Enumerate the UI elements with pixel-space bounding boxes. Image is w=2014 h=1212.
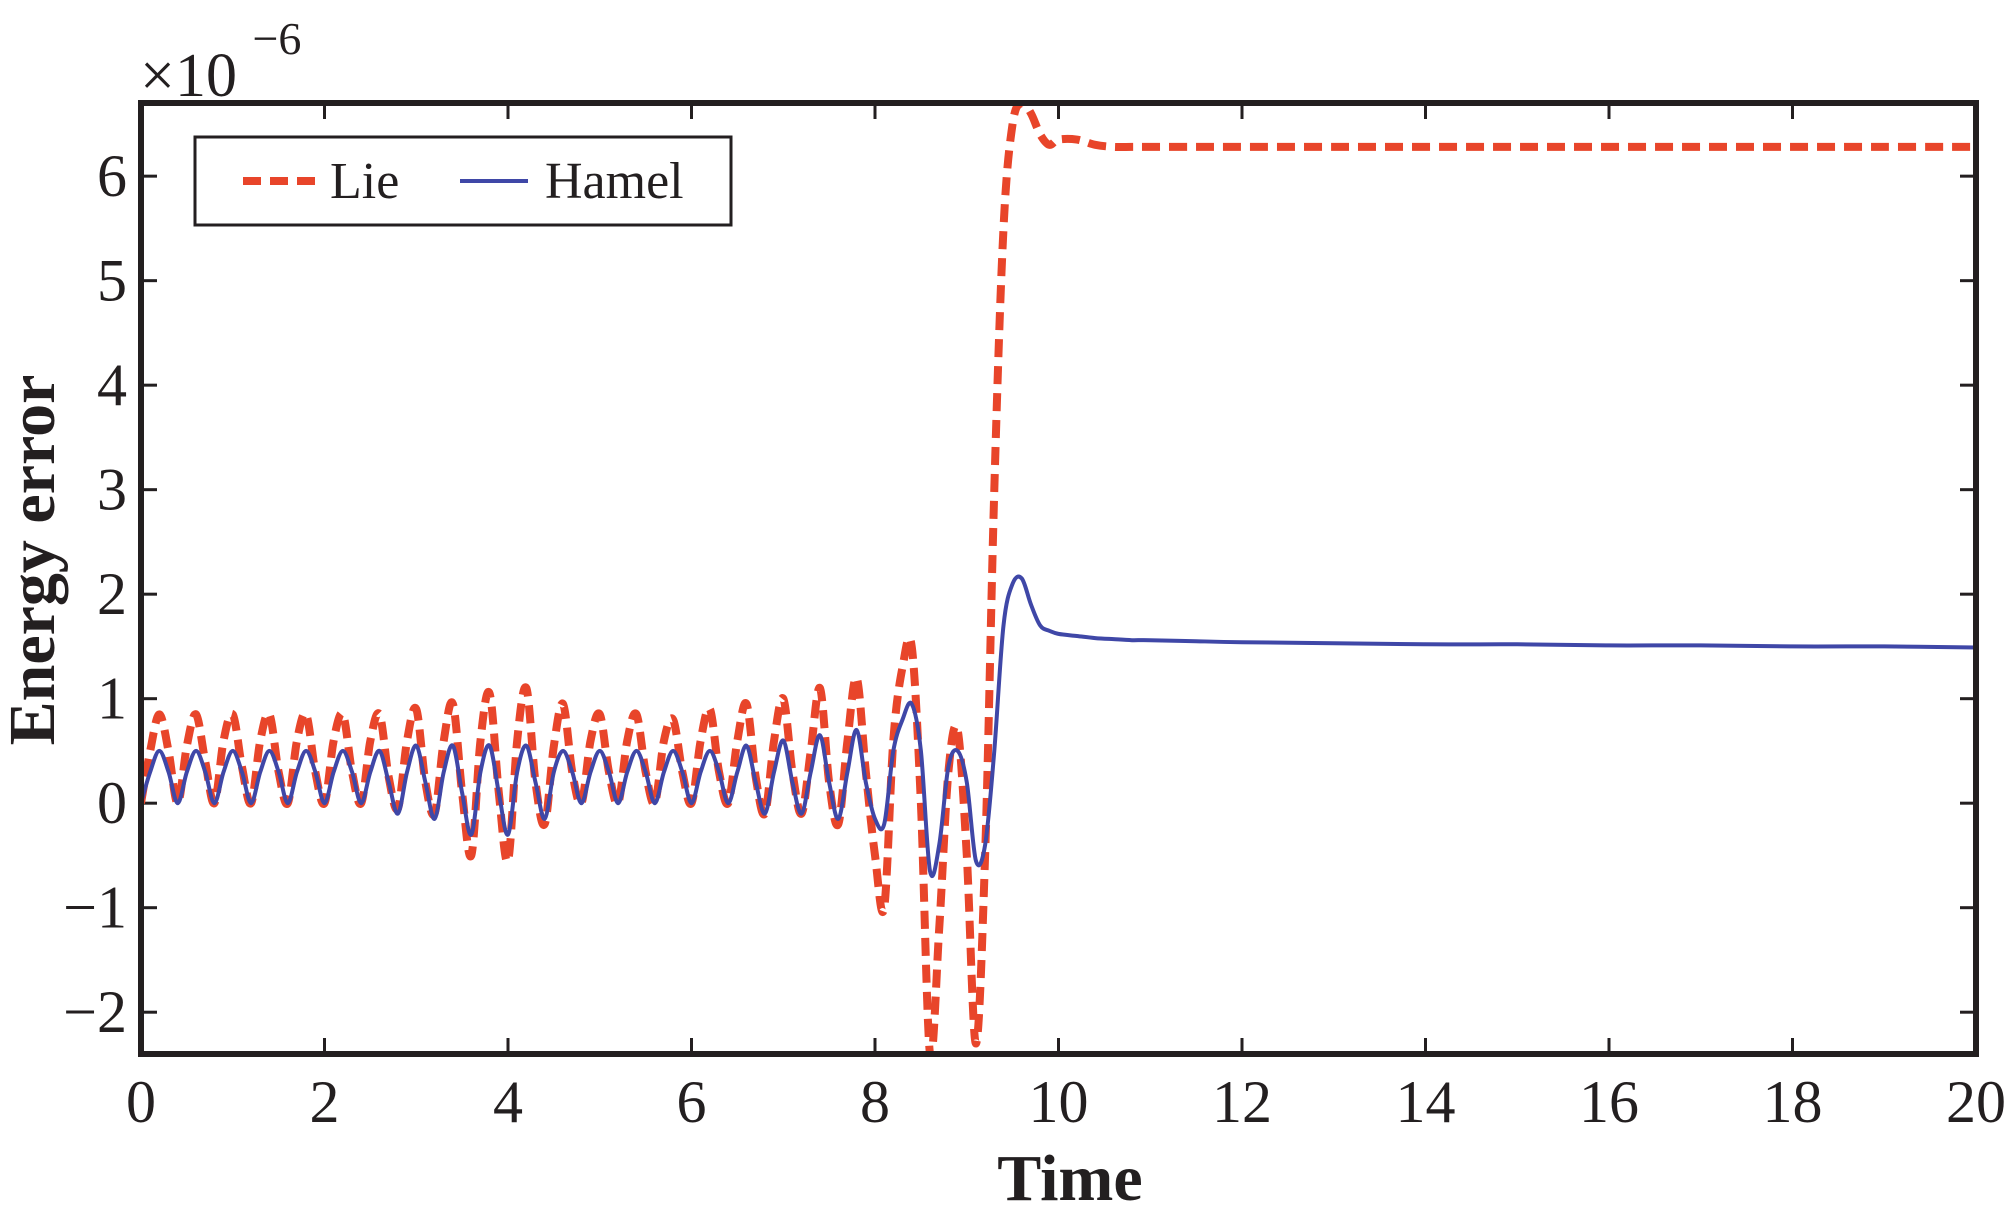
y-multiplier-exponent: −6 [252, 13, 301, 64]
legend: Lie Hamel [193, 135, 733, 227]
axis-ticks [139, 103, 1978, 1054]
x-tick-label: 12 [1212, 1069, 1272, 1135]
legend-label-lie: Lie [330, 153, 399, 210]
plot-frame [138, 100, 1979, 1057]
y-tick-label: 6 [97, 143, 127, 209]
data-series [141, 103, 1976, 1054]
x-tick-label: 0 [126, 1069, 156, 1135]
y-axis-multiplier: ×10 −6 [140, 13, 301, 110]
x-tick-label: 10 [1029, 1069, 1089, 1135]
y-tick-label: 2 [97, 561, 127, 627]
y-tick-label: −1 [63, 875, 127, 941]
x-tick-label: 4 [493, 1069, 523, 1135]
legend-label-hamel: Hamel [545, 153, 684, 210]
x-tick-label: 20 [1946, 1069, 2006, 1135]
x-tick-label: 2 [310, 1069, 340, 1135]
y-tick-label: 3 [97, 457, 127, 523]
series-line-lie [141, 103, 1976, 1054]
y-tick-label: 0 [97, 770, 127, 836]
x-tick-label: 18 [1763, 1069, 1823, 1135]
y-tick-label: 5 [97, 248, 127, 314]
x-tick-label: 16 [1579, 1069, 1639, 1135]
series-line-hamel [141, 574, 1976, 879]
x-axis-title: Time [997, 1142, 1142, 1212]
y-tick-label: −2 [63, 979, 127, 1045]
y-tick-label: 4 [97, 352, 127, 418]
y-multiplier-base: ×10 [140, 42, 237, 110]
y-axis-title: Energy error [0, 375, 69, 746]
x-tick-label: 8 [860, 1069, 890, 1135]
x-tick-label: 14 [1396, 1069, 1456, 1135]
x-tick-label: 6 [677, 1069, 707, 1135]
y-tick-label: 1 [97, 666, 127, 732]
